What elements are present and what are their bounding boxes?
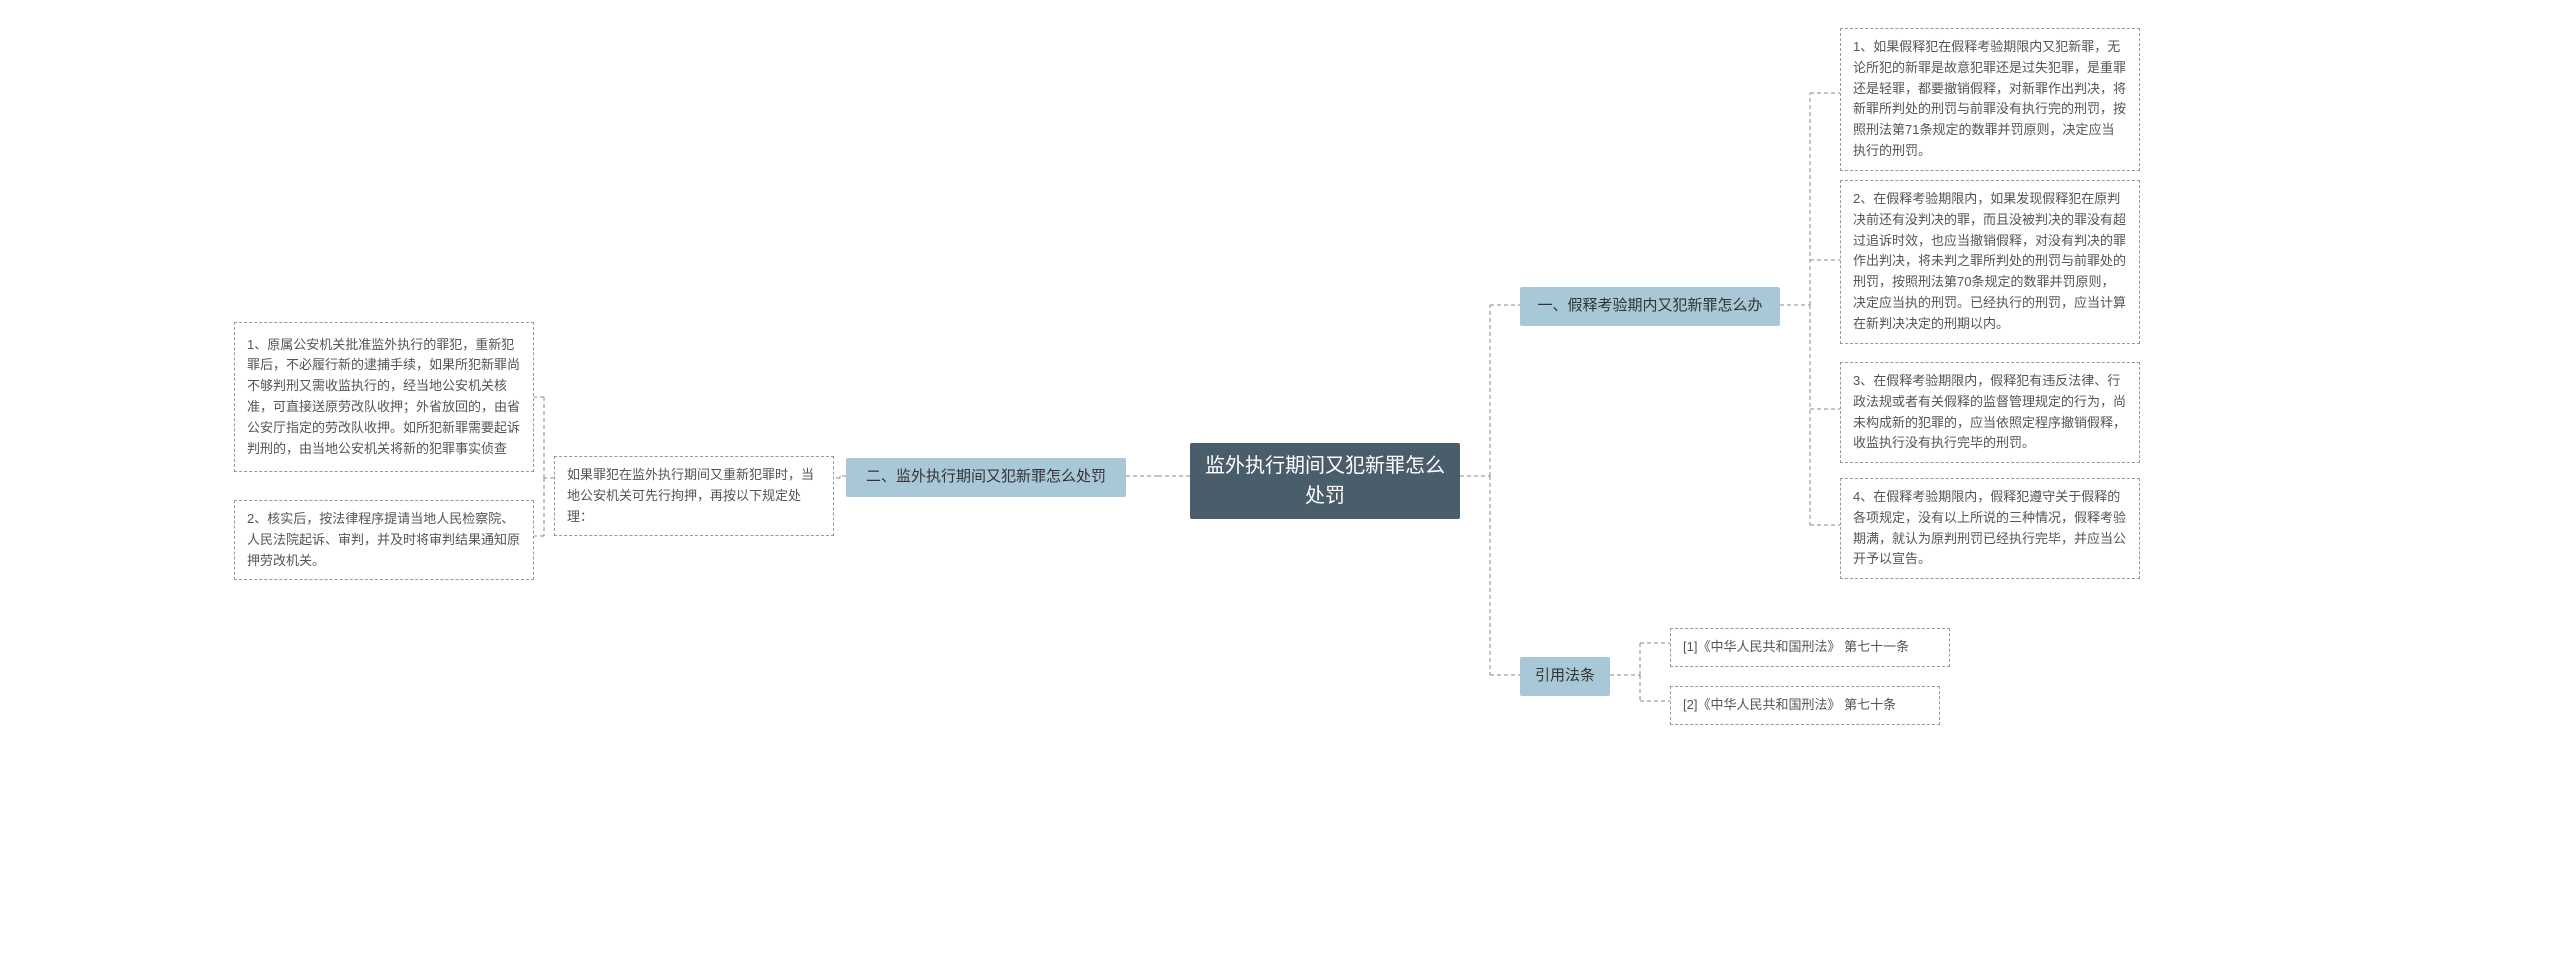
node-text: 一、假释考验期内又犯新罪怎么办	[1537, 295, 1762, 318]
node-text: 2、核实后，按法律程序提请当地人民检察院、人民法院起诉、审判，并及时将审判结果通…	[247, 509, 521, 571]
node-root: 监外执行期间又犯新罪怎么处罚	[1190, 443, 1460, 519]
node-text: 4、在假释考验期限内，假释犯遵守关于假释的各项规定，没有以上所说的三种情况，假释…	[1853, 487, 2127, 570]
node-text: 1、如果假释犯在假释考验期限内又犯新罪，无论所犯的新罪是故意犯罪还是过失犯罪，是…	[1853, 37, 2127, 162]
node-text: [1]《中华人民共和国刑法》 第七十一条	[1683, 637, 1909, 658]
node-l2_1: 1、原属公安机关批准监外执行的罪犯，重新犯罪后，不必履行新的逮捕手续，如果所犯新…	[234, 322, 534, 472]
node-b3: 引用法条	[1520, 657, 1610, 696]
node-l3_1: [1]《中华人民共和国刑法》 第七十一条	[1670, 628, 1950, 667]
node-l3_2: [2]《中华人民共和国刑法》 第七十条	[1670, 686, 1940, 725]
node-l2_2: 2、核实后，按法律程序提请当地人民检察院、人民法院起诉、审判，并及时将审判结果通…	[234, 500, 534, 580]
node-text: 1、原属公安机关批准监外执行的罪犯，重新犯罪后，不必履行新的逮捕手续，如果所犯新…	[247, 335, 521, 460]
node-l1_1: 1、如果假释犯在假释考验期限内又犯新罪，无论所犯的新罪是故意犯罪还是过失犯罪，是…	[1840, 28, 2140, 171]
node-l1_3: 3、在假释考验期限内，假释犯有违反法律、行政法规或者有关假释的监督管理规定的行为…	[1840, 362, 2140, 463]
node-l1_2: 2、在假释考验期限内，如果发现假释犯在原判决前还有没判决的罪，而且没被判决的罪没…	[1840, 180, 2140, 344]
node-text: 引用法条	[1535, 665, 1595, 688]
node-text: 监外执行期间又犯新罪怎么处罚	[1202, 451, 1448, 511]
node-text: [2]《中华人民共和国刑法》 第七十条	[1683, 695, 1896, 716]
node-text: 3、在假释考验期限内，假释犯有违反法律、行政法规或者有关假释的监督管理规定的行为…	[1853, 371, 2127, 454]
node-text: 2、在假释考验期限内，如果发现假释犯在原判决前还有没判决的罪，而且没被判决的罪没…	[1853, 189, 2127, 335]
node-text: 二、监外执行期间又犯新罪怎么处罚	[866, 466, 1106, 489]
node-l1_4: 4、在假释考验期限内，假释犯遵守关于假释的各项规定，没有以上所说的三种情况，假释…	[1840, 478, 2140, 579]
node-text: 如果罪犯在监外执行期间又重新犯罪时，当地公安机关可先行拘押，再按以下规定处理：	[567, 465, 821, 527]
node-b2: 二、监外执行期间又犯新罪怎么处罚	[846, 458, 1126, 497]
node-l2_pre: 如果罪犯在监外执行期间又重新犯罪时，当地公安机关可先行拘押，再按以下规定处理：	[554, 456, 834, 536]
node-b1: 一、假释考验期内又犯新罪怎么办	[1520, 287, 1780, 326]
